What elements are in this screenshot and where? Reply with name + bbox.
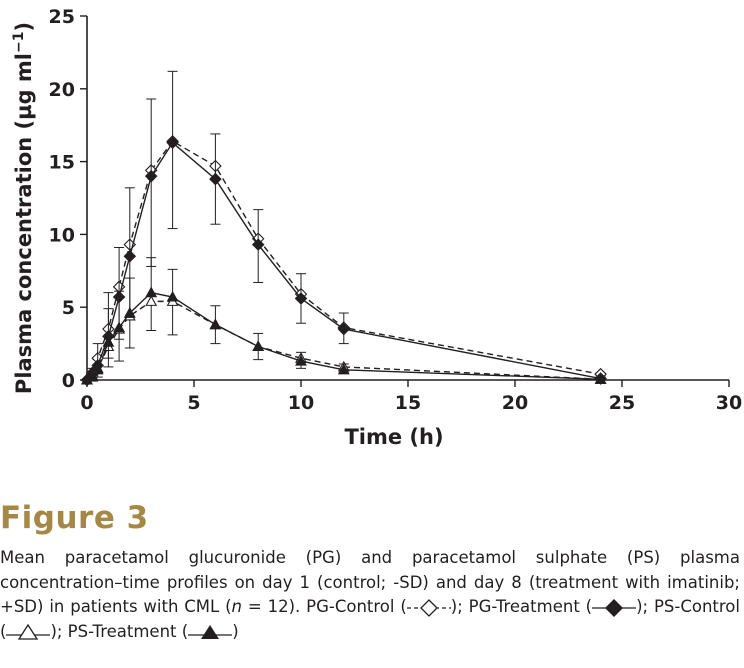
y-axis-title-exponent: −1: [11, 32, 27, 53]
x-tick-label: 15: [395, 392, 421, 414]
error-bar-ps-control: [167, 301, 178, 336]
legend-open-diamond-dashed-icon: [406, 598, 451, 617]
caption-close: ): [232, 621, 239, 641]
data-point-ps-treatment: [252, 340, 265, 352]
chart-area: 0 5 10 15 20 25 30 0 5 10 15 20 25 Time (h) Plasma con…: [11, 6, 742, 449]
data-point-ps-control: [145, 295, 158, 306]
error-bar-pg-control: [167, 141, 178, 230]
series-pg-control: [80, 134, 607, 387]
x-tick-label: 20: [502, 392, 528, 414]
error-bar-pg-treatment: [210, 133, 221, 180]
data-point-pg-treatment: [102, 330, 115, 343]
data-point-pg-treatment: [337, 322, 351, 336]
data-point-ps-treatment: [295, 354, 307, 366]
data-point-ps-treatment: [145, 286, 158, 298]
error-bar-pg-treatment: [146, 98, 157, 177]
data-point-pg-treatment: [166, 136, 179, 149]
series-line-pg-control: [86, 140, 601, 381]
y-tick-label: 25: [49, 6, 75, 28]
caption-n-symbol: n: [231, 597, 243, 616]
y-axis-title-main: Plasma concentration (µg ml: [12, 53, 36, 394]
x-tick-label: 5: [187, 392, 200, 414]
data-point-ps-treatment: [337, 363, 350, 375]
x-tick-label: 30: [716, 392, 742, 414]
figure-caption: Mean paracetamol glucuronide (PG) and pa…: [0, 546, 740, 644]
y-tick-label: 20: [49, 79, 75, 101]
data-point-pg-treatment: [112, 290, 126, 304]
caption-ps-treatment-label: ); PS-Treatment (: [50, 621, 189, 641]
y-axis-title-close: ): [12, 22, 36, 32]
x-axis-title: Time (h): [344, 425, 443, 449]
x-tick-label: 0: [80, 392, 93, 414]
y-axis-title: Plasma concentration (µg ml−1): [11, 22, 36, 394]
y-tick-label: 15: [49, 152, 75, 174]
legend-open-triangle-solid-icon: [6, 623, 51, 640]
error-bar-ps-control: [146, 301, 157, 331]
caption-pg-treatment-label: ); PG-Treatment (: [450, 597, 593, 616]
error-bar-ps-control: [124, 315, 135, 349]
x-tick-label: 10: [288, 392, 314, 414]
data-point-pg-treatment: [86, 367, 99, 381]
error-bar-pg-treatment: [124, 187, 135, 257]
error-bar-pg-treatment: [114, 247, 125, 298]
caption-text: Mean paracetamol glucuronide (PG) and pa…: [0, 548, 740, 616]
error-bar-pg-treatment: [103, 292, 114, 337]
error-bar-pg-control: [146, 170, 157, 267]
legend-filled-diamond-solid-icon: [592, 598, 637, 617]
y-tick-label: 10: [49, 224, 75, 246]
y-tick-label: 5: [62, 297, 75, 319]
data-point-ps-treatment: [166, 290, 179, 302]
data-point-pg-treatment: [294, 292, 308, 305]
data-point-pg-treatment: [91, 359, 104, 372]
caption-n-value: = 12). PG-Control (: [242, 597, 407, 616]
series-pg-treatment: [80, 70, 607, 387]
legend-filled-triangle-solid-icon: [188, 625, 233, 639]
data-point-pg-treatment: [144, 169, 158, 183]
series-line-pg-treatment: [86, 141, 601, 381]
data-point-pg-treatment: [594, 372, 607, 385]
error-bar-pg-treatment: [167, 70, 178, 143]
data-point-ps-treatment: [209, 318, 222, 330]
data-point-pg-treatment: [209, 172, 222, 186]
y-tick-label: 0: [62, 370, 75, 392]
figure-title: Figure 3: [0, 500, 149, 536]
data-point-pg-treatment: [251, 238, 265, 251]
x-tick-label: 25: [609, 392, 635, 414]
caption-ps-control-label: ); PS-Control (: [0, 597, 740, 641]
chart-svg: 0 5 10 15 20 25 30 0 5 10 15 20 25 Time (h) Plasma con…: [11, 6, 742, 449]
data-point-pg-treatment: [123, 249, 137, 263]
